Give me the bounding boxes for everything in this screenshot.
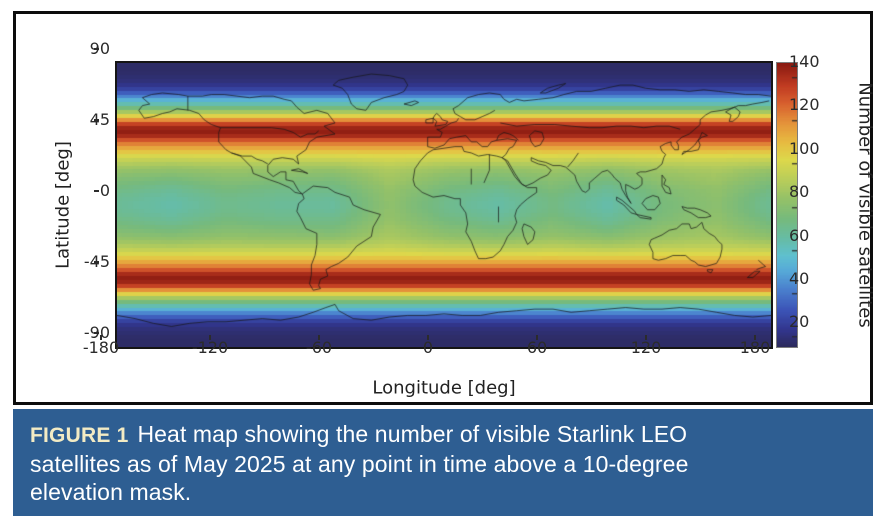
colorbar-label: Number of visible satellites xyxy=(854,82,876,328)
y-tick-label: 45 xyxy=(89,110,110,129)
x-tick-label: 60 xyxy=(526,338,548,357)
caption-text: Heat map showing the number of visible S… xyxy=(137,421,688,447)
x-tick-mark xyxy=(536,335,538,340)
figure-panel: Latitude [deg] Longitude [deg] Number of… xyxy=(13,11,876,405)
x-tick-label: 0 xyxy=(422,338,434,357)
x-tick-mark xyxy=(100,335,102,340)
colorbar-tick-label: 140 xyxy=(789,52,820,72)
y-tick-label: 0 xyxy=(99,181,110,200)
x-tick-mark xyxy=(318,335,320,340)
x-tick-mark xyxy=(754,335,756,340)
x-tick-mark xyxy=(427,335,429,340)
x-tick-label: -60 xyxy=(305,338,333,357)
y-tick-mark xyxy=(94,119,99,121)
y-tick-mark xyxy=(94,261,99,263)
plot-frame xyxy=(115,61,773,349)
x-tick-label: 120 xyxy=(630,338,662,357)
x-tick-mark xyxy=(645,335,647,340)
colorbar-tick-label: 20 xyxy=(789,312,810,332)
x-tick-label: -180 xyxy=(82,338,120,357)
x-tick-label: 180 xyxy=(739,338,771,357)
y-tick-mark xyxy=(94,48,99,50)
colorbar-tick-label: 120 xyxy=(789,95,820,115)
colorbar xyxy=(776,62,798,348)
x-tick-label: -120 xyxy=(191,338,229,357)
y-tick-label: 90 xyxy=(89,39,110,58)
y-tick-label: -90 xyxy=(83,323,110,342)
x-tick-mark xyxy=(209,335,211,340)
y-tick-mark xyxy=(94,190,99,192)
figure-caption: FIGURE 1 Heat map showing the number of v… xyxy=(13,409,873,516)
figure-caption-tag: FIGURE 1 xyxy=(30,424,129,447)
caption-line-2: satellites as of May 2025 at any point i… xyxy=(30,451,689,477)
y-tick-mark xyxy=(94,332,99,334)
caption-line-3: elevation mask. xyxy=(30,479,192,505)
colorbar-tick-label: 80 xyxy=(789,182,810,202)
colorbar-tick-label: 40 xyxy=(789,268,810,288)
colorbar-tick-label: 60 xyxy=(789,225,810,245)
y-axis-label: Latitude [deg] xyxy=(52,141,74,269)
y-tick-label: -45 xyxy=(83,252,110,271)
caption-line-1: FIGURE 1 Heat map showing the number of v… xyxy=(30,420,857,450)
colorbar-tick-label: 100 xyxy=(789,138,820,158)
x-axis-label: Longitude [deg] xyxy=(372,377,516,399)
heatmap-canvas xyxy=(117,63,771,347)
